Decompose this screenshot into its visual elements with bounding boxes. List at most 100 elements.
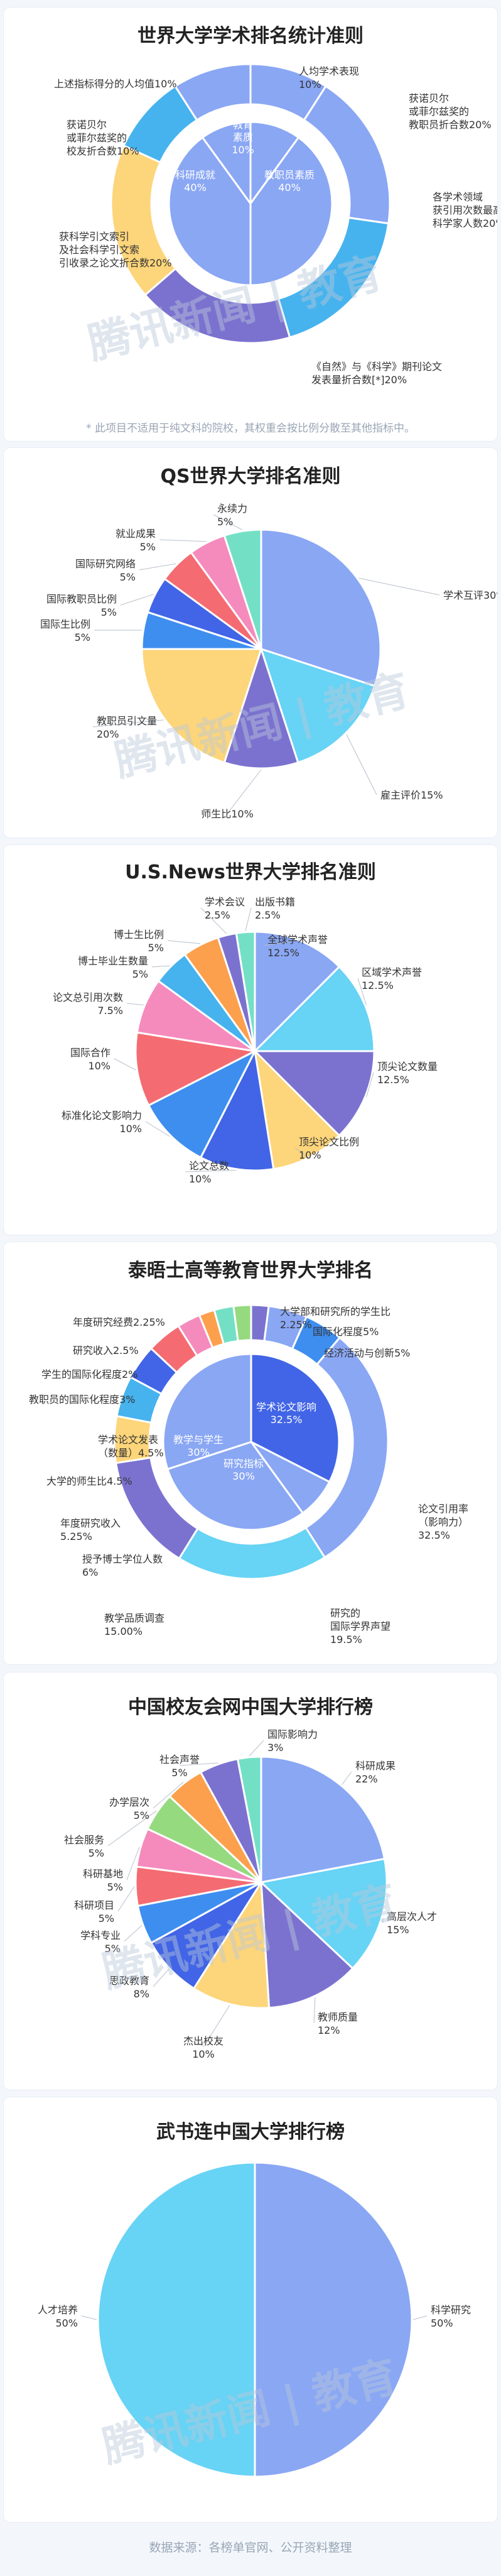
slice-label-line: 区域学术声誉 [362, 966, 422, 978]
pie-slice [192, 1879, 271, 2009]
slice-label-line: 8% [134, 1988, 149, 2000]
wsl-marks: 科学研究 50%人才培养 50% [38, 2161, 471, 2478]
chart-title: U.S.News世界大学排名准则 [125, 861, 376, 883]
slice-label: 科研项目 5% [74, 1899, 114, 1924]
pie-slice [249, 136, 333, 287]
leader-line [357, 978, 367, 1005]
slice-label-line: 10% [299, 1149, 321, 1161]
chart-title: 中国校友会网中国大学排行榜 [128, 1696, 373, 1718]
slice-label: 教职员素质 40% [264, 169, 315, 194]
slice-label-line: 5% [217, 516, 233, 528]
slice-label: 社会服务 5% [64, 1834, 104, 1859]
slice-label: 社会声誉 5% [159, 1754, 200, 1779]
slice-label-line: 获科学引文索引 [59, 231, 129, 243]
slice-label: 大学的师生比4.5% [46, 1475, 132, 1487]
slice-label-line: 获诺贝尔 [409, 92, 449, 104]
slice-label-line: 思政教育 [109, 1975, 149, 1987]
slice-label-line: 学术互评30% [443, 589, 497, 601]
leader-line [365, 1072, 374, 1098]
leader-line [227, 769, 262, 814]
slice-label: 永续力 5% [217, 503, 247, 528]
slice-label-line: 32.5% [418, 1529, 450, 1541]
slice-label-line: 年度研究经费2.25% [73, 1316, 165, 1328]
slice-label-line: 5.25% [60, 1531, 92, 1542]
slice-label-line: 大学部和研究所的学生比 [280, 1306, 391, 1318]
the-card: 泰晤士高等教育世界大学排名 学术论文影响 32.5% 研究指标 30% 教学与学生 30%… [4, 1242, 497, 1664]
slice-label: 高层次人才 15% [387, 1911, 437, 1936]
leader-line [107, 1811, 157, 1847]
slice-label-line: 40% [278, 182, 301, 194]
slice-label-line: 引收录之论文折合数20% [59, 257, 172, 269]
slice-label-line: 人均学术表现 [299, 65, 359, 77]
qs-chart: 学术互评30%雇主评价15%师生比10%教职员引文量20%国际生比例5%国际教职… [40, 503, 497, 820]
slice-label: 研究收入2.5% [73, 1345, 139, 1356]
leader-line [159, 539, 207, 542]
pie-slice [260, 1755, 386, 1884]
leader-line [153, 1782, 184, 1809]
wsl-card: 武书连中国大学排行榜 科学研究 50% 人才培养 50% 腾讯新闻 | 教育 [4, 2097, 497, 2522]
leader-line [200, 907, 227, 934]
slice-label-line: 国际教职员比例 [46, 593, 117, 605]
slice-label-line: 5% [120, 571, 136, 583]
slice-label-line: 学科专业 [80, 1929, 121, 1941]
arwu-chart: 教育素质 10%教职员素质 40%科研成就 40%人均学术表现 10%获诺贝尔或菲尔兹奖… [54, 63, 497, 386]
leader-line [126, 1003, 144, 1006]
slice-label-line: 或菲尔兹奖的 [409, 106, 469, 117]
slice-label-line: 5% [75, 631, 90, 643]
leader-line [124, 1925, 143, 1942]
pie-slice [253, 1048, 341, 1171]
slice-label-line: 30% [232, 1470, 255, 1482]
slice-label-line: 或菲尔兹奖的 [67, 132, 127, 144]
slice-label: 各学术领域获引用次数最高之科学家人数20% [433, 191, 497, 229]
slice-label-line: 研究收入2.5% [73, 1345, 139, 1356]
slice-label: 学术互评30% [443, 589, 497, 601]
slice-label: 获诺贝尔或菲尔兹奖的校友折合数10% [67, 119, 139, 157]
slice-label-line: 科研基地 [83, 1868, 123, 1880]
slice-label-line: 5% [132, 968, 148, 980]
slice-label-line: 经济活动与创新5% [324, 1347, 410, 1359]
slice-label: 国际合作 10% [70, 1047, 110, 1072]
slice-label-line: 教职员引文量 [97, 715, 157, 727]
slice-label-line: 学术会议 [205, 896, 245, 908]
slice-label-line: 博士毕业生数量 [78, 955, 148, 967]
pie-slice [304, 1336, 389, 1559]
slice-label-line: 科学研究 [431, 2304, 471, 2316]
slice-label-line: （影响力） [418, 1516, 468, 1528]
pie-slice [173, 63, 252, 122]
pie-slice [259, 1857, 388, 1970]
leader-line [313, 1997, 316, 2024]
data-source-footer: 数据来源：各榜单官网、公开资料整理 [149, 2541, 352, 2555]
slice-label: 论文引用率（影响力） 32.5% [418, 1503, 468, 1541]
slice-label-line: 6% [82, 1566, 98, 1578]
chart-title: 武书连中国大学排行榜 [156, 2121, 345, 2143]
pie-slice [254, 931, 341, 1054]
usnews-marks: 全球学术声誉 12.5%区域学术声誉 12.5%顶尖论文数量 12.5%顶尖论文比例 1… [53, 896, 438, 1185]
slice-label-line: 雇主评价15% [380, 789, 443, 801]
leader-line [203, 2005, 230, 2048]
slice-label-line: 2.25% [280, 1319, 312, 1331]
leader-line [358, 577, 440, 596]
the-chart: 学术论文影响 32.5%研究指标 30%教学与学生 30%大学部和研究所的学生比 2.2… [29, 1304, 468, 1645]
pie-slice [134, 1031, 258, 1107]
pie-slice [110, 144, 177, 297]
arwu-card: 世界大学学术排名统计准则 教育素质 10% 教职员素质 40% 科研成就 40% 人均学术表… [4, 8, 497, 441]
slice-label: 《自然》与《科学》期刊论文发表量折合数[*]20% [311, 361, 442, 386]
slice-label: 科研基地 5% [83, 1868, 123, 1893]
slice-label-line: 10% [299, 79, 321, 90]
slice-label-line: （数量）4.5% [98, 1447, 164, 1459]
slice-label: 博士生比例 5% [114, 929, 164, 954]
slice-label-line: 顶尖论文比例 [299, 1136, 359, 1148]
cuaa-chart: 科研成果 22% 高层次人才 15% 教师质量 12% 杰出校友 10% 思政教育 8% 学科专业 5… [64, 1728, 437, 2060]
slice-label: 论文总引用次数 7.5% [53, 991, 123, 1017]
chart-title: QS世界大学排名准则 [160, 466, 341, 488]
slice-label-line: 教育 [233, 119, 253, 131]
leader-line [213, 514, 243, 530]
slice-label-line: 素质 [233, 131, 253, 143]
slice-label-line: 国际学界声望 [330, 1620, 391, 1632]
pie-slice [223, 646, 299, 770]
chart-title: 泰晤士高等教育世界大学排名 [128, 1260, 373, 1282]
leader-line [153, 1968, 170, 1987]
the-marks: 学术论文影响 32.5%研究指标 30%教学与学生 30%大学部和研究所的学生比 2.2… [29, 1304, 468, 1645]
slice-label: 大学部和研究所的学生比 2.25% [280, 1306, 391, 1331]
slice-label-line: 博士生比例 [114, 929, 164, 941]
